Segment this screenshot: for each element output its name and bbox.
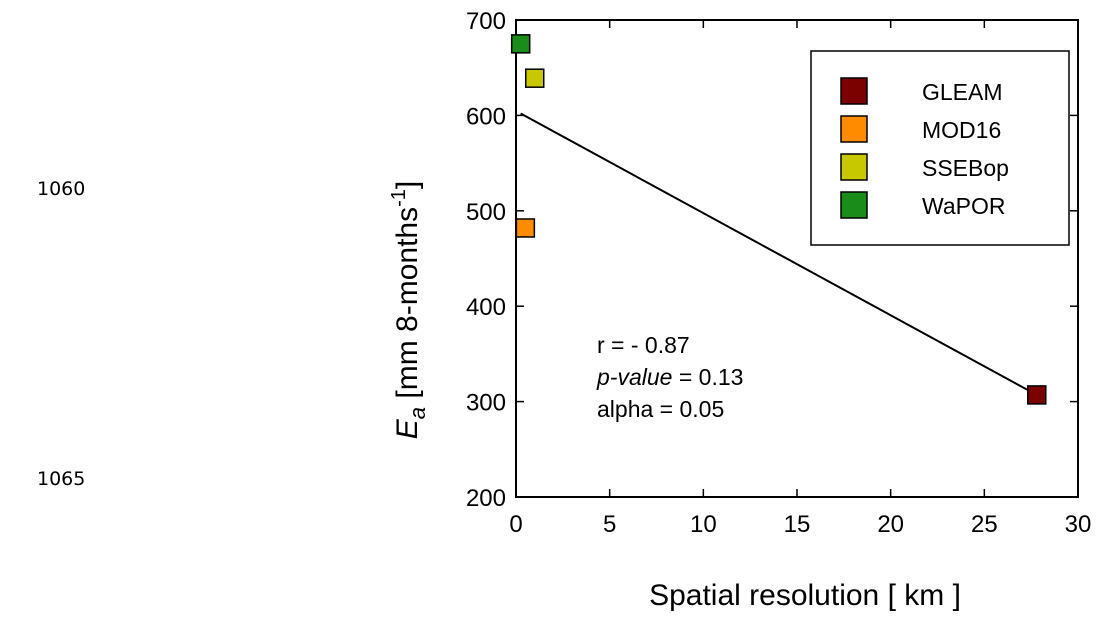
y-axis-title-sup: -1 <box>388 189 410 207</box>
y-tick-label-3: 500 <box>466 199 506 226</box>
y-tick-label-1: 300 <box>466 390 506 417</box>
stats-annotation: r = - 0.87 p-value = 0.13 alpha = 0.05 <box>596 332 743 422</box>
data-points <box>510 34 1047 405</box>
trend-line <box>520 112 1038 396</box>
point-mod16 <box>515 218 536 238</box>
legend-swatch-mod16 <box>840 115 868 143</box>
x-tick-label-1: 5 <box>603 511 616 538</box>
y-axis-title-sub: a <box>405 407 430 419</box>
y-tick-label-2: 400 <box>466 294 506 321</box>
y-tick-label-4: 600 <box>466 103 506 130</box>
legend-label-wapor: WaPOR <box>922 193 1006 219</box>
point-gleam <box>1027 385 1047 405</box>
legend-swatch-gleam <box>840 77 868 105</box>
stat-p-value: p-value = 0.13 <box>596 364 743 390</box>
y-tick-label-0: 200 <box>466 485 506 512</box>
x-tick-label-6: 30 <box>1065 511 1092 538</box>
legend-label-mod16: MOD16 <box>922 117 1001 143</box>
line-number-1060: 1060 <box>37 178 86 200</box>
svg-text:Ea [mm 8-months-1]: Ea [mm 8-months-1] <box>388 181 430 439</box>
line-number-1065: 1065 <box>37 468 86 490</box>
stat-r: r = - 0.87 <box>597 332 690 358</box>
legend-label-gleam: GLEAM <box>922 79 1003 105</box>
y-axis-title-rest: [mm 8-months <box>391 207 424 407</box>
legend-swatch-wapor <box>840 191 868 219</box>
x-tick-label-5: 25 <box>971 511 998 538</box>
stat-p-label: p-value <box>596 364 672 390</box>
x-axis-title: Spatial resolution [ km ] <box>649 579 961 612</box>
stat-alpha: alpha = 0.05 <box>597 396 724 422</box>
axis-ticks: 0 5 10 15 20 25 30 200 300 400 500 600 700 <box>466 8 1091 538</box>
x-tick-label-0: 0 <box>509 511 522 538</box>
y-tick-label-5: 700 <box>466 8 506 35</box>
stat-p-rest: = 0.13 <box>672 364 743 390</box>
legend-label-ssebop: SSEBop <box>922 155 1009 181</box>
x-tick-label-4: 20 <box>877 511 904 538</box>
trend-line-group <box>520 112 1038 396</box>
y-axis-title-close: ] <box>391 181 424 189</box>
legend: GLEAM MOD16 SSEBop WaPOR <box>810 50 1070 246</box>
y-axis-title: Ea [mm 8-months-1] <box>388 181 430 439</box>
point-ssebop <box>524 68 545 88</box>
x-tick-label-3: 15 <box>784 511 811 538</box>
x-tick-label-2: 10 <box>690 511 717 538</box>
y-axis-title-main: E <box>391 418 424 439</box>
point-wapor <box>510 34 531 54</box>
legend-swatch-ssebop <box>840 153 868 181</box>
